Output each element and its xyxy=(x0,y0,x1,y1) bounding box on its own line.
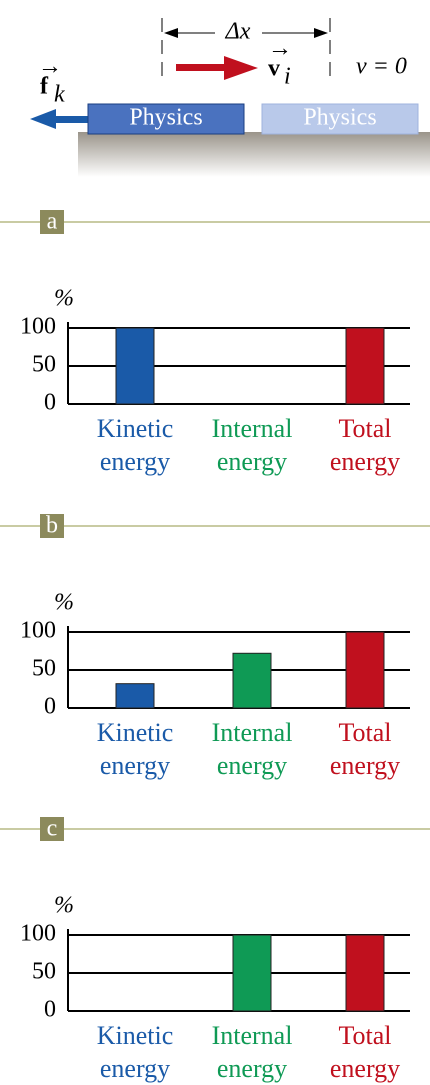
book-label: Physics xyxy=(303,105,376,131)
x-tick-label: Internal energy xyxy=(202,716,302,782)
panel-label: c xyxy=(47,816,58,842)
y-tick-label: 50 xyxy=(32,959,56,985)
displacement: Δx xyxy=(225,19,251,45)
x-tick-label: Total energy xyxy=(315,1019,415,1085)
x-tick-label: Total energy xyxy=(315,716,415,782)
bar xyxy=(346,632,384,708)
x-tick-label: Kinetic energy xyxy=(85,1019,185,1085)
friction-subscript: k xyxy=(54,82,65,108)
bar xyxy=(116,684,154,708)
bar xyxy=(233,653,271,708)
x-tick-label: Internal energy xyxy=(202,1019,302,1085)
y-tick-label: 100 xyxy=(20,618,56,644)
y-tick-label: 50 xyxy=(32,352,56,378)
bar xyxy=(346,935,384,1011)
panel-label: b xyxy=(46,513,58,539)
velocity-subscript: i xyxy=(284,64,291,90)
bar xyxy=(346,328,384,404)
dim-arrowhead xyxy=(164,28,178,38)
y-tick-label: 50 xyxy=(32,656,56,682)
panel-label: a xyxy=(47,209,58,235)
x-tick-label: Internal energy xyxy=(202,412,302,478)
vector-arrow: → xyxy=(38,54,62,80)
book-label: Physics xyxy=(129,105,202,131)
y-axis-label: % xyxy=(54,893,74,919)
bar xyxy=(116,328,154,404)
x-tick-label: Kinetic energy xyxy=(85,716,185,782)
y-tick-label: 0 xyxy=(44,390,56,416)
x-tick-label: Kinetic energy xyxy=(85,412,185,478)
table xyxy=(78,132,430,177)
y-tick-label: 0 xyxy=(44,694,56,720)
chart: Δx v i → v = 0 f k → Physics Physics a%0… xyxy=(0,0,430,1085)
y-axis-label: % xyxy=(54,590,74,616)
vector-arrow: → xyxy=(268,36,292,62)
friction-arrowhead xyxy=(30,109,56,129)
velocity-arrowhead xyxy=(224,56,258,80)
x-tick-label: Total energy xyxy=(315,412,415,478)
figure: Δx v i → v = 0 f k → Physics Physics a%0… xyxy=(0,0,430,1085)
y-tick-label: 100 xyxy=(20,314,56,340)
bar xyxy=(233,935,271,1011)
y-tick-label: 0 xyxy=(44,997,56,1023)
y-axis-label: % xyxy=(54,286,74,312)
velocity-arrow xyxy=(176,64,226,71)
final-velocity: v = 0 xyxy=(356,54,407,80)
dim-arrowhead xyxy=(314,28,328,38)
y-tick-label: 100 xyxy=(20,921,56,947)
